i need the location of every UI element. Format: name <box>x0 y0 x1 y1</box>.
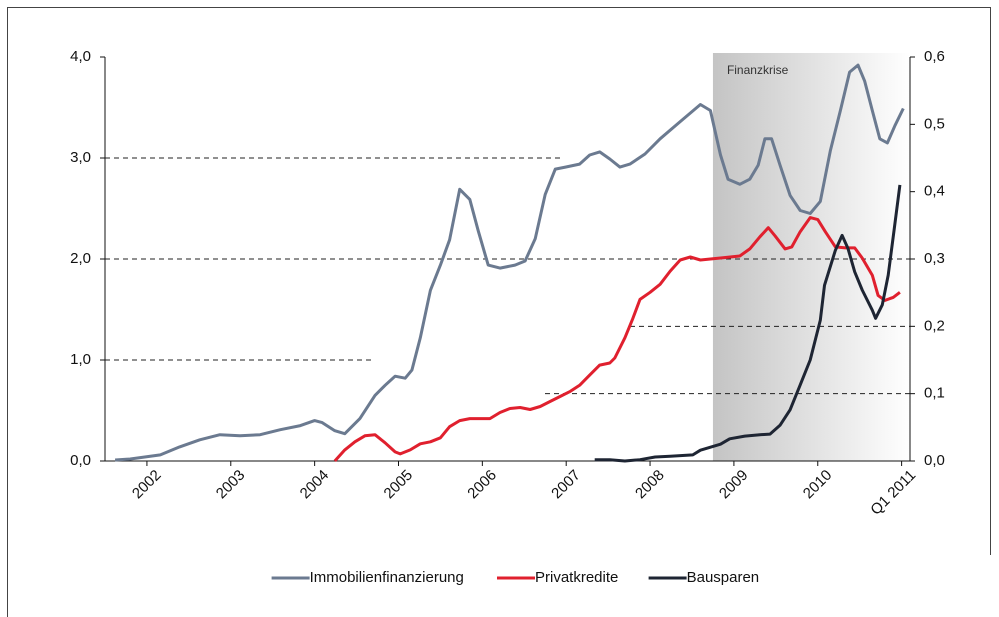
y2-tick-label: 0,5 <box>924 115 945 132</box>
y-tick-label: 1,0 <box>70 351 91 368</box>
y2-tick-label: 0,0 <box>924 452 945 469</box>
y-tick-label: 3,0 <box>70 149 91 166</box>
series-line <box>594 184 902 463</box>
x-tick-label: 2007 <box>548 467 584 503</box>
x-tick-label: 2002 <box>129 467 165 503</box>
x-tick-label: 2009 <box>716 467 752 503</box>
y-tick-label: 0,0 <box>70 452 91 469</box>
legend-label: Immobilienfinanzierung <box>310 569 464 586</box>
shaded-region-label: Finanzkrise <box>727 63 789 77</box>
legend-label: Bausparen <box>687 569 760 586</box>
x-tick-label: 2006 <box>464 467 500 503</box>
y-tick-label: 4,0 <box>70 48 91 65</box>
series-line <box>115 63 905 462</box>
x-tick-label: 2005 <box>381 467 417 503</box>
y2-tick-label: 0,6 <box>924 48 945 65</box>
legend-label: Privatkredite <box>535 569 618 586</box>
series-line <box>333 216 901 463</box>
y2-tick-label: 0,3 <box>924 250 945 267</box>
frame <box>7 7 991 617</box>
y2-tick-label: 0,1 <box>924 385 945 402</box>
y2-tick-label: 0,2 <box>924 317 945 334</box>
shaded-region <box>712 53 910 461</box>
y-tick-label: 2,0 <box>70 250 91 267</box>
x-tick-label: 2003 <box>213 467 249 503</box>
x-tick-label: 2010 <box>800 467 836 503</box>
y2-tick-label: 0,4 <box>924 183 945 200</box>
x-tick-label: 2004 <box>297 467 333 503</box>
x-tick-label: Q1 2011 <box>867 467 919 519</box>
x-tick-label: 2008 <box>632 467 668 503</box>
